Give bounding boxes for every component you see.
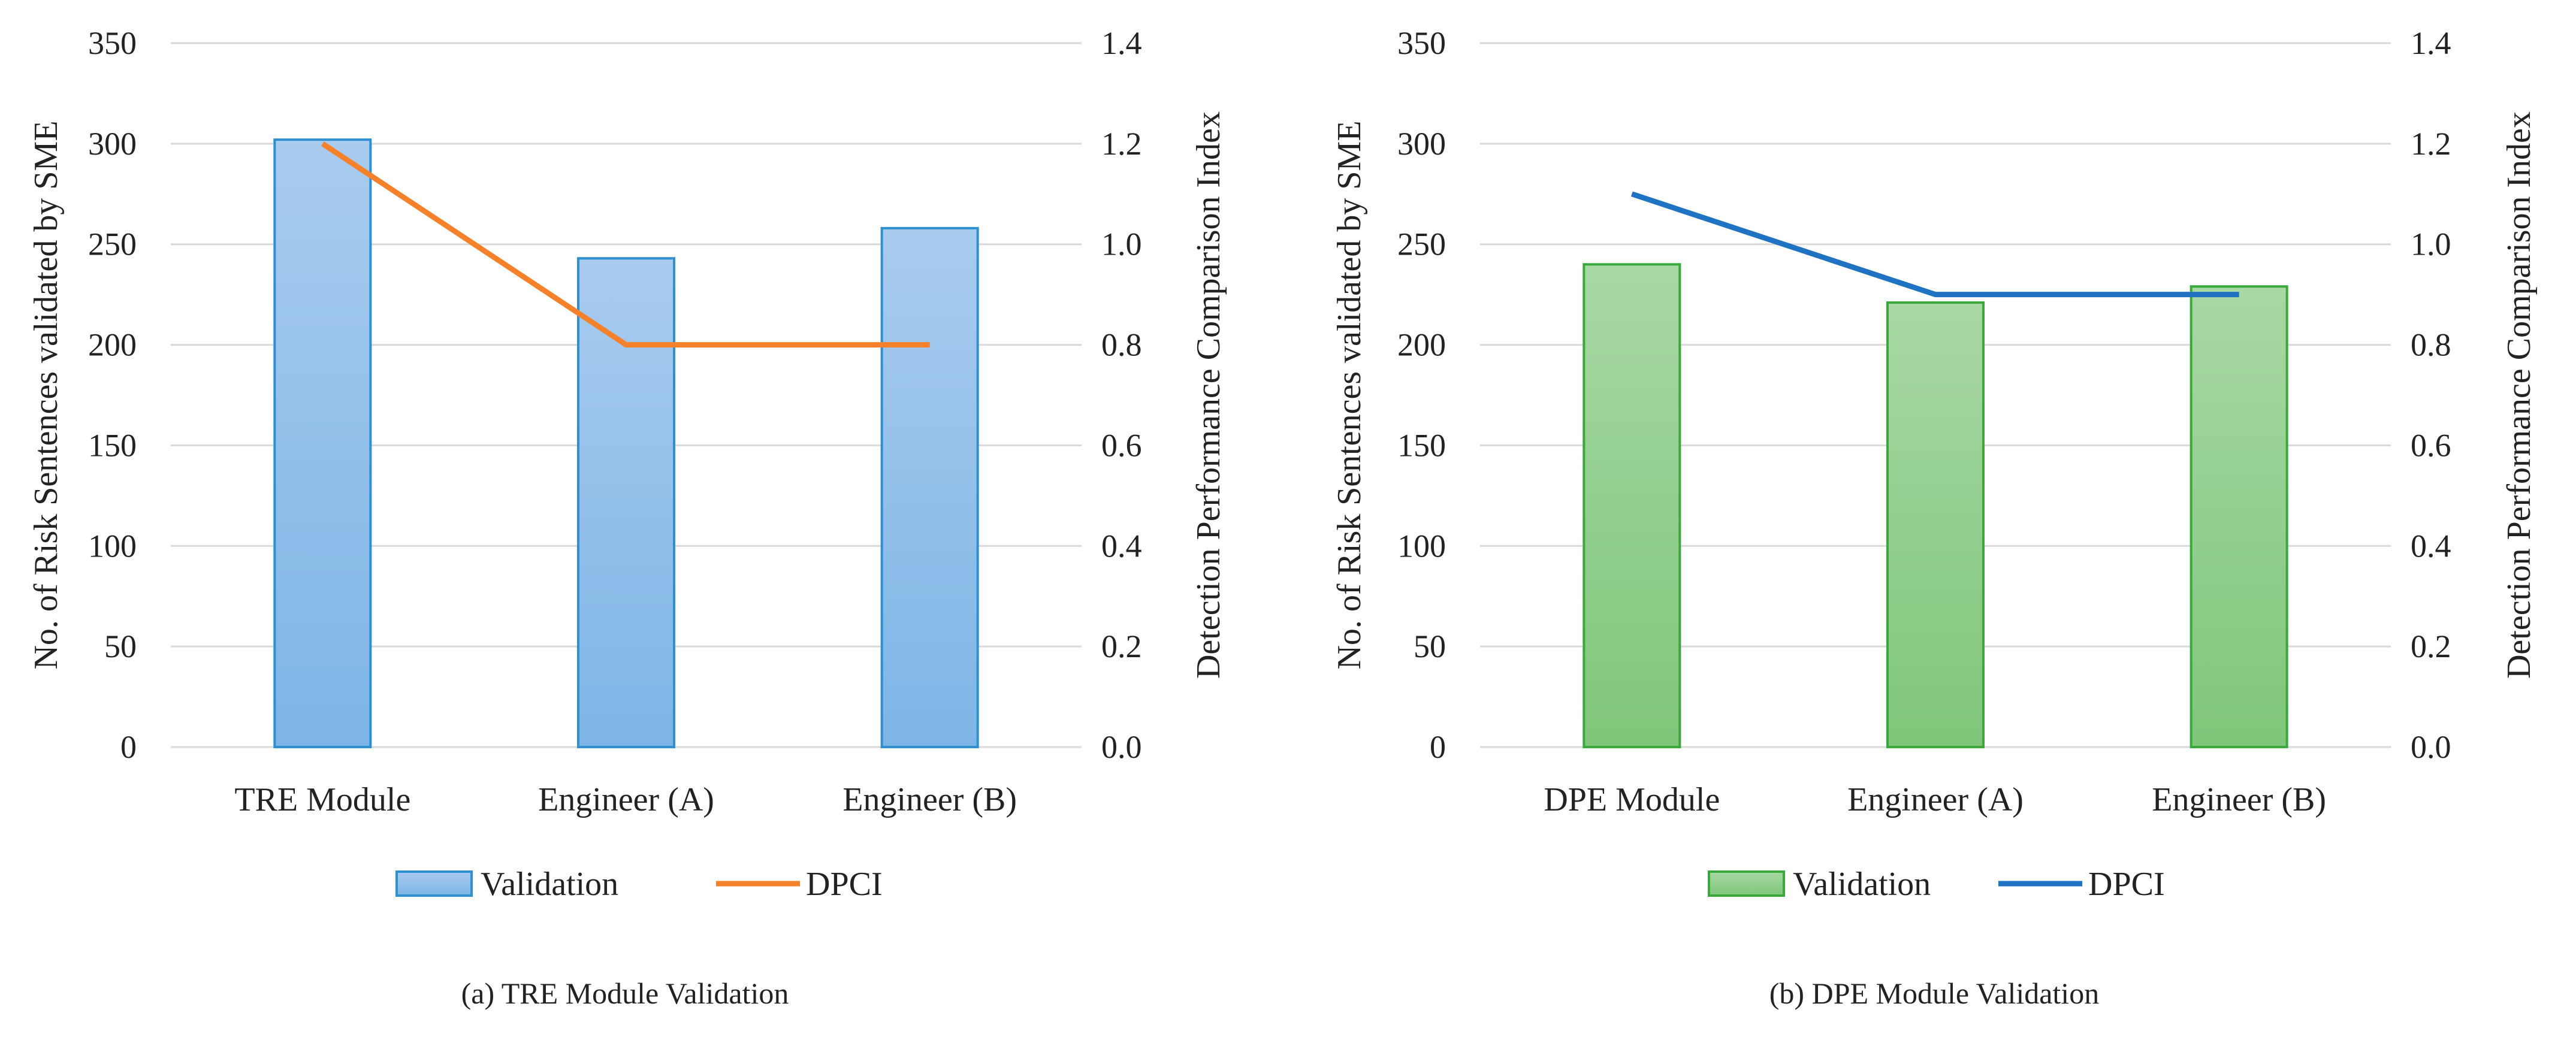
y-tick-label: 300 — [1397, 126, 1446, 162]
y2-tick-label: 0.6 — [2411, 427, 2451, 463]
y-tick-label: 350 — [88, 25, 137, 61]
y2-tick-label: 1.4 — [2411, 25, 2451, 61]
legend-swatch-validation — [1708, 870, 1785, 897]
y2-tick-label: 0.4 — [1101, 528, 1142, 564]
bar-engineer-a — [1886, 301, 1985, 749]
y-tick-label: 150 — [1397, 427, 1446, 463]
caption: (a) TRE Module Validation — [461, 976, 789, 1010]
y2-tick-label: 0.0 — [1101, 729, 1142, 765]
category-labels: TRE Module Engineer (A) Engineer (B) — [234, 781, 1017, 818]
y-tick-label: 0 — [120, 729, 137, 765]
x-tick-label: Engineer (B) — [2152, 781, 2326, 818]
legend-swatch-validation — [395, 870, 473, 897]
caption: (b) DPE Module Validation — [1769, 976, 2099, 1010]
y2-axis-title: Detection Performance Comparison Index — [1190, 111, 1227, 679]
y2-axis-ticks: 0.0 0.2 0.4 0.6 0.8 1.0 1.2 1.4 — [1101, 25, 1142, 765]
y2-tick-label: 1.2 — [1101, 126, 1142, 162]
y-tick-label: 350 — [1397, 25, 1446, 61]
y-axis-ticks: 0 50 100 150 200 250 300 350 — [88, 25, 137, 765]
x-tick-label: DPE Module — [1544, 781, 1720, 818]
y-tick-label: 100 — [1397, 528, 1446, 564]
y-tick-label: 250 — [1397, 226, 1446, 262]
y2-axis-ticks: 0.0 0.2 0.4 0.6 0.8 1.0 1.2 1.4 — [2411, 25, 2451, 765]
y-tick-label: 300 — [88, 126, 137, 162]
series-line-dpci — [321, 141, 930, 348]
x-tick-label: Engineer (B) — [842, 781, 1017, 818]
bar-engineer-b — [2190, 285, 2288, 748]
bars — [1583, 263, 2288, 749]
y2-tick-label: 1.4 — [1101, 25, 1142, 61]
category-labels: DPE Module Engineer (A) Engineer (B) — [1544, 781, 2326, 818]
y2-tick-label: 0.8 — [2411, 327, 2451, 363]
legend: Validation DPCI — [1708, 866, 2165, 903]
y-axis-title: No. of Risk Sentences validated by SME — [1331, 120, 1368, 669]
chart-panel-b: 0 50 100 150 200 250 300 350 0.0 0.2 0.4 0.6 0.8 1.0… — [1331, 25, 2538, 1010]
series-line-dpci — [1630, 191, 2239, 298]
y2-tick-label: 0.4 — [2411, 528, 2451, 564]
y-tick-label: 50 — [1414, 628, 1446, 664]
legend-label-validation: Validation — [1793, 866, 1931, 903]
y2-tick-label: 0.6 — [1101, 427, 1142, 463]
x-tick-label: Engineer (A) — [1847, 781, 2024, 818]
legend: Validation DPCI — [395, 866, 883, 903]
y-axis-title: No. of Risk Sentences validated by SME — [28, 120, 65, 669]
chart-panel-a: 0 50 100 150 200 250 300 350 0.0 0.2 0.4 0.6 0.8 1.0… — [28, 25, 1227, 1010]
bar-tre-module — [273, 138, 372, 748]
y-tick-label: 100 — [88, 528, 137, 564]
y-tick-label: 50 — [104, 628, 137, 664]
bar-engineer-a — [577, 257, 675, 748]
y-tick-label: 200 — [88, 327, 137, 363]
y2-tick-label: 1.0 — [1101, 226, 1142, 262]
bars — [273, 138, 979, 749]
legend-label-dpci: DPCI — [2088, 866, 2165, 903]
x-tick-label: TRE Module — [234, 781, 410, 818]
y-tick-label: 200 — [1397, 327, 1446, 363]
y2-tick-label: 0.2 — [1101, 628, 1142, 664]
bar-engineer-b — [880, 226, 979, 749]
y2-tick-label: 1.2 — [2411, 126, 2451, 162]
x-tick-label: Engineer (A) — [538, 781, 714, 818]
y-axis-ticks: 0 50 100 150 200 250 300 350 — [1397, 25, 1446, 765]
y2-tick-label: 1.0 — [2411, 226, 2451, 262]
legend-label-dpci: DPCI — [806, 866, 883, 903]
y-tick-label: 150 — [88, 427, 137, 463]
y2-axis-title: Detection Performance Comparison Index — [2500, 111, 2538, 679]
legend-label-validation: Validation — [481, 866, 618, 903]
y-tick-label: 0 — [1430, 729, 1446, 765]
y-tick-label: 250 — [88, 226, 137, 262]
y2-tick-label: 0.8 — [1101, 327, 1142, 363]
y2-tick-label: 0.2 — [2411, 628, 2451, 664]
y2-tick-label: 0.0 — [2411, 729, 2451, 765]
bar-dpe-module — [1583, 263, 1681, 748]
